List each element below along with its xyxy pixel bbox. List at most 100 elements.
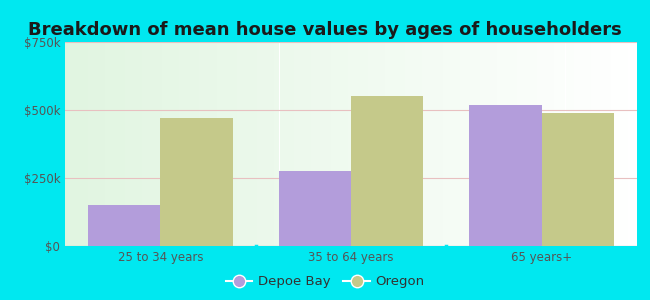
Bar bbox=[554, 42, 557, 246]
Bar bbox=[380, 42, 382, 246]
Bar bbox=[334, 42, 337, 246]
Bar bbox=[606, 42, 608, 246]
Bar bbox=[377, 42, 380, 246]
Bar bbox=[523, 42, 525, 246]
Bar bbox=[85, 42, 88, 246]
Bar bbox=[385, 42, 388, 246]
Bar bbox=[145, 42, 148, 246]
Bar bbox=[73, 42, 77, 246]
Bar bbox=[443, 42, 445, 246]
Bar bbox=[528, 42, 531, 246]
Bar bbox=[497, 42, 500, 246]
Bar bbox=[191, 42, 194, 246]
Bar bbox=[94, 42, 96, 246]
Bar bbox=[71, 42, 73, 246]
Bar bbox=[474, 42, 477, 246]
Bar bbox=[343, 42, 345, 246]
Bar bbox=[439, 42, 443, 246]
Bar bbox=[477, 42, 480, 246]
Bar bbox=[314, 42, 317, 246]
Bar bbox=[279, 171, 351, 246]
Bar bbox=[242, 42, 245, 246]
Text: Breakdown of mean house values by ages of householders: Breakdown of mean house values by ages o… bbox=[28, 21, 622, 39]
Bar bbox=[592, 42, 594, 246]
Bar bbox=[603, 42, 606, 246]
Bar bbox=[374, 42, 377, 246]
Bar bbox=[265, 42, 268, 246]
Bar bbox=[68, 42, 71, 246]
Bar bbox=[625, 42, 629, 246]
Bar bbox=[400, 42, 402, 246]
Bar bbox=[502, 42, 506, 246]
Bar bbox=[99, 42, 102, 246]
Bar bbox=[357, 42, 359, 246]
Bar bbox=[88, 42, 91, 246]
Bar bbox=[560, 42, 563, 246]
Bar bbox=[88, 205, 161, 246]
Bar bbox=[322, 42, 325, 246]
Bar bbox=[271, 42, 274, 246]
Bar bbox=[394, 42, 396, 246]
Bar bbox=[153, 42, 157, 246]
Bar bbox=[345, 42, 348, 246]
Bar bbox=[317, 42, 320, 246]
Bar bbox=[463, 42, 465, 246]
Bar bbox=[566, 42, 568, 246]
Bar bbox=[540, 42, 543, 246]
Bar bbox=[136, 42, 139, 246]
Bar bbox=[363, 42, 365, 246]
Bar bbox=[116, 42, 120, 246]
Bar bbox=[537, 42, 540, 246]
Bar bbox=[428, 42, 431, 246]
Bar bbox=[125, 42, 128, 246]
Bar bbox=[165, 42, 168, 246]
Bar bbox=[391, 42, 394, 246]
Bar bbox=[194, 42, 196, 246]
Bar bbox=[268, 42, 271, 246]
Bar bbox=[488, 42, 491, 246]
Bar bbox=[534, 42, 537, 246]
Bar bbox=[371, 42, 374, 246]
Bar bbox=[411, 42, 414, 246]
Bar bbox=[437, 42, 439, 246]
Bar bbox=[234, 42, 237, 246]
Bar bbox=[82, 42, 85, 246]
Bar bbox=[251, 42, 254, 246]
Bar bbox=[285, 42, 288, 246]
Bar bbox=[171, 42, 174, 246]
Bar bbox=[508, 42, 511, 246]
Bar bbox=[494, 42, 497, 246]
Bar bbox=[425, 42, 428, 246]
Bar bbox=[179, 42, 182, 246]
Bar bbox=[248, 42, 251, 246]
Bar bbox=[128, 42, 131, 246]
Bar bbox=[623, 42, 625, 246]
Bar bbox=[308, 42, 311, 246]
Bar bbox=[517, 42, 520, 246]
Bar bbox=[328, 42, 331, 246]
Bar bbox=[543, 42, 545, 246]
Bar bbox=[306, 42, 308, 246]
Bar bbox=[320, 42, 322, 246]
Bar bbox=[65, 42, 68, 246]
Bar bbox=[177, 42, 179, 246]
Bar bbox=[594, 42, 597, 246]
Bar bbox=[280, 42, 282, 246]
Bar bbox=[348, 42, 351, 246]
Bar bbox=[105, 42, 108, 246]
Bar bbox=[471, 42, 474, 246]
Bar bbox=[196, 42, 200, 246]
Bar bbox=[580, 42, 582, 246]
Bar bbox=[597, 42, 600, 246]
Bar bbox=[277, 42, 280, 246]
Bar bbox=[162, 42, 165, 246]
Bar bbox=[451, 42, 454, 246]
Bar bbox=[568, 42, 571, 246]
Bar bbox=[222, 42, 225, 246]
Bar bbox=[157, 42, 159, 246]
Bar bbox=[208, 42, 211, 246]
Bar bbox=[631, 42, 634, 246]
Bar bbox=[257, 42, 259, 246]
Bar bbox=[351, 42, 354, 246]
Bar bbox=[465, 42, 468, 246]
